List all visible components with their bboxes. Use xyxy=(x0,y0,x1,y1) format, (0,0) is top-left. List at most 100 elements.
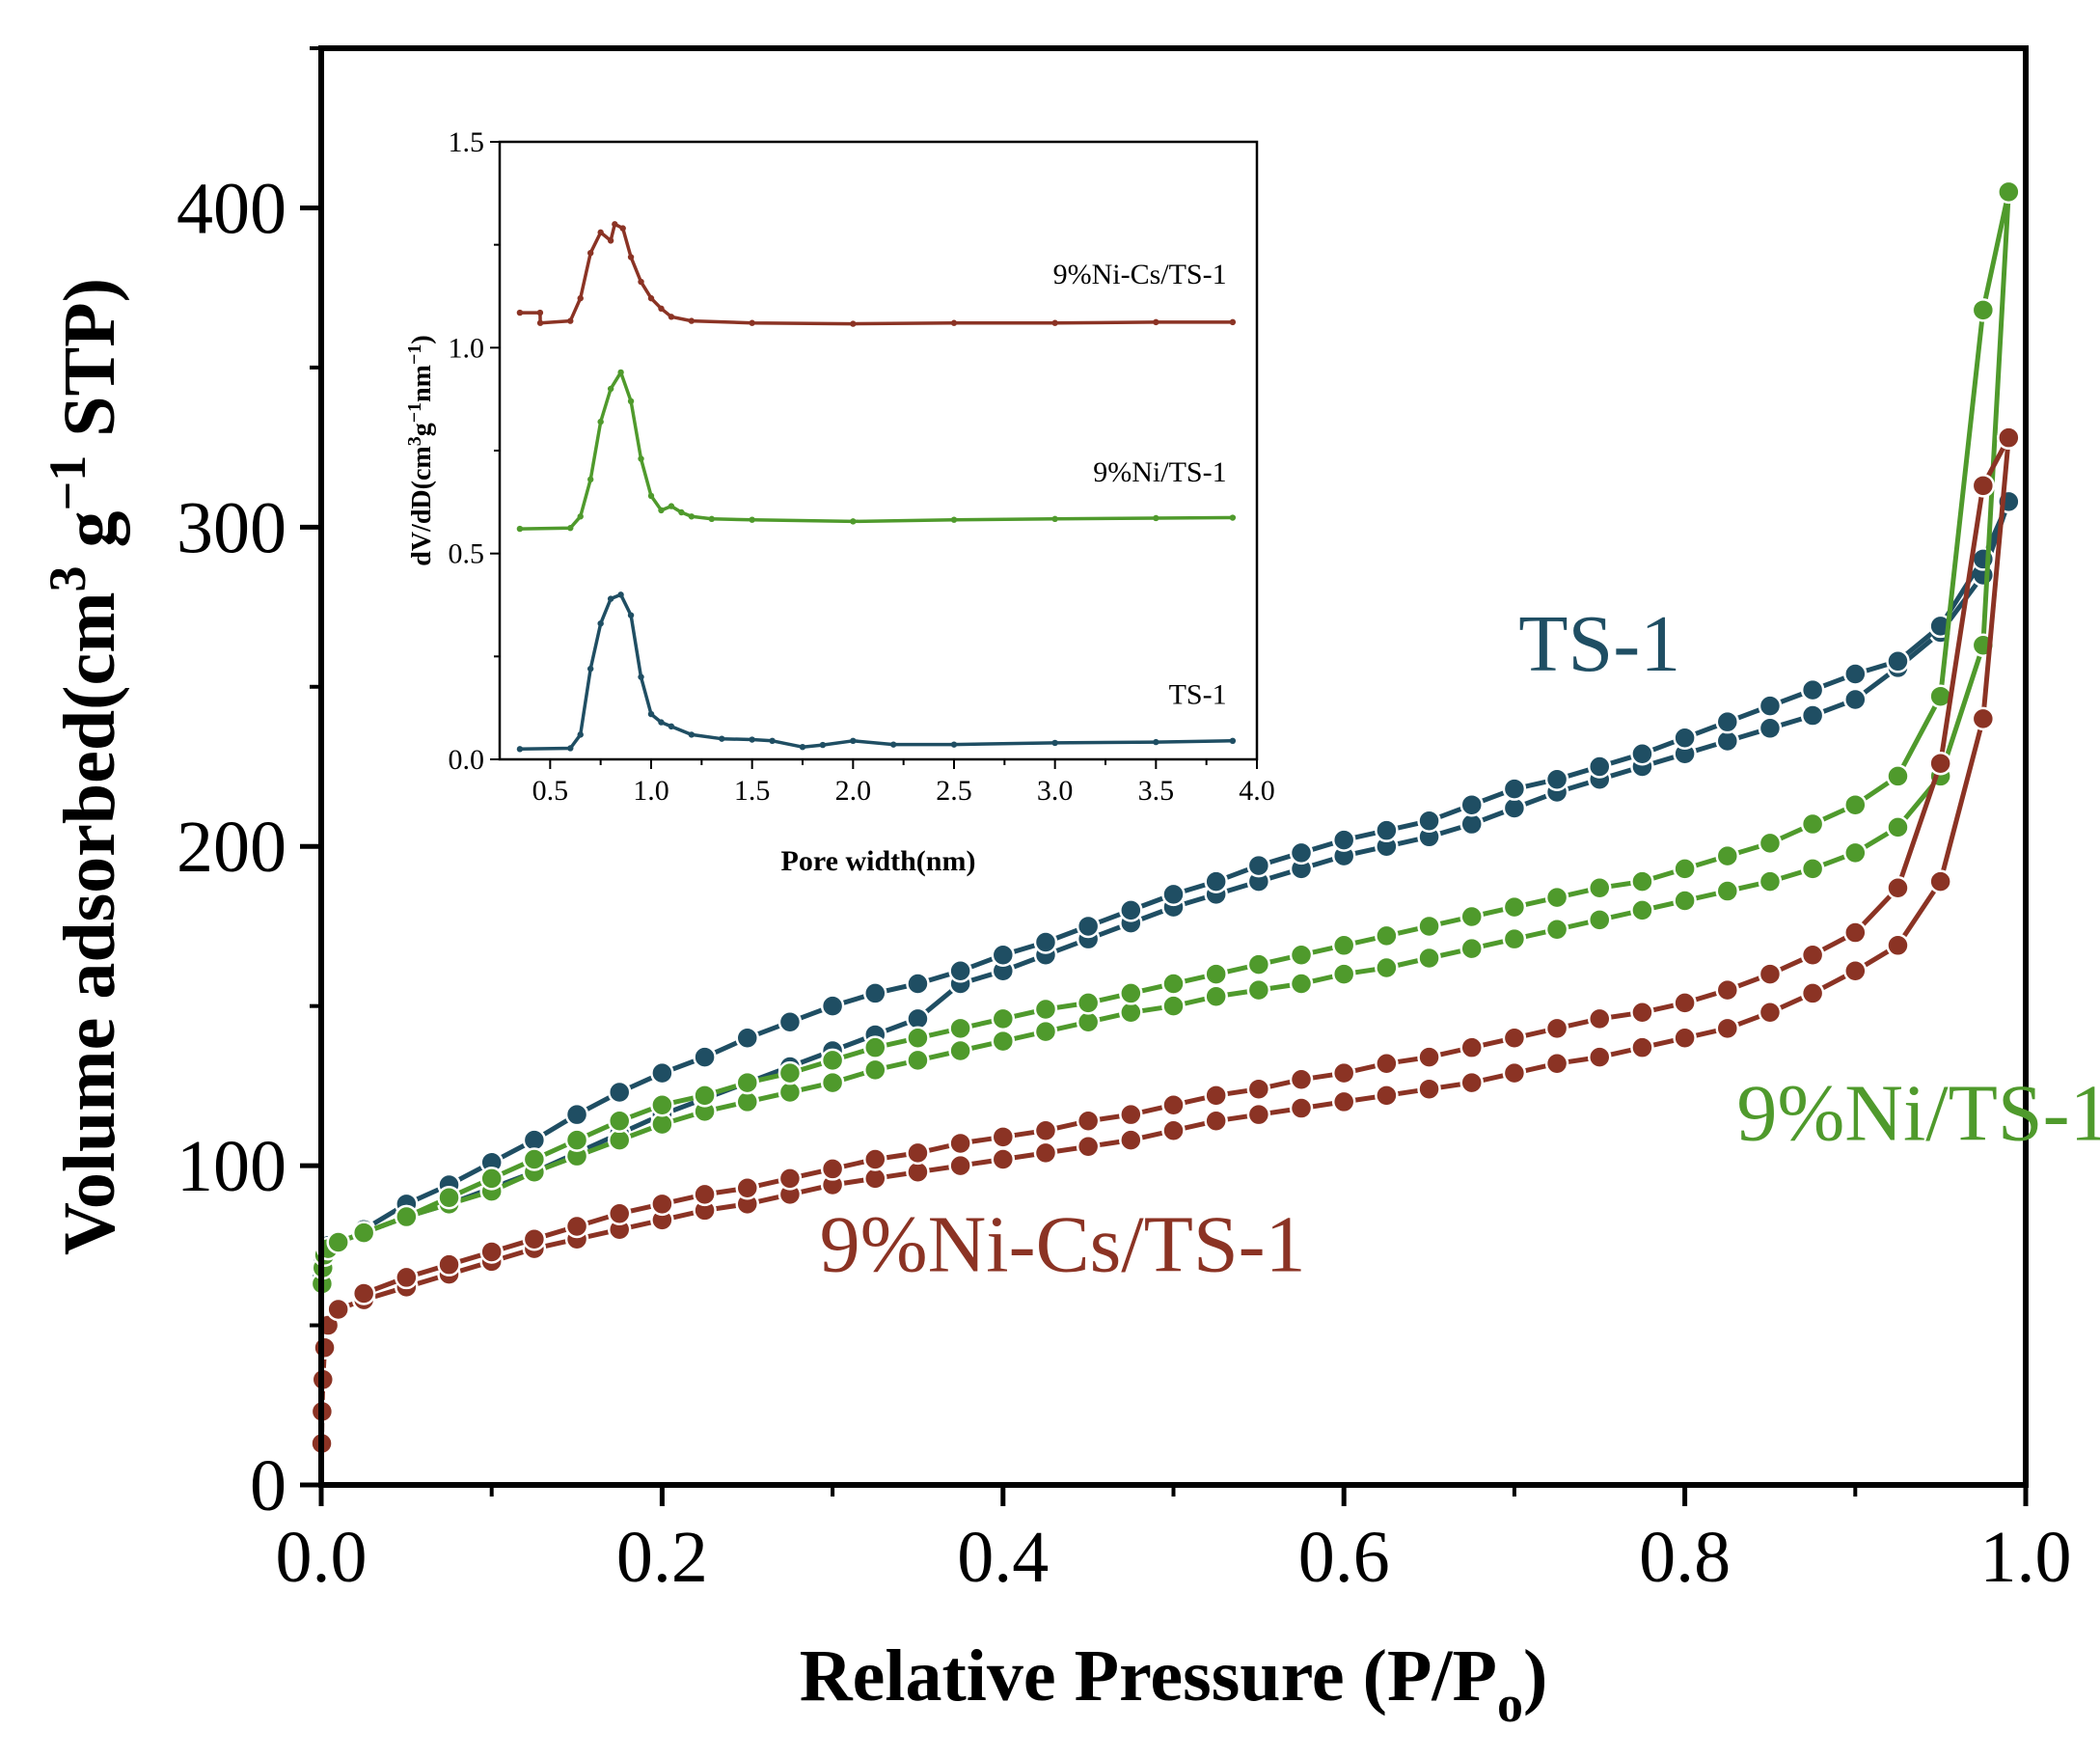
inset-point xyxy=(708,515,715,523)
inset-series-9-ni-ts-1 xyxy=(516,369,1237,533)
desorption-point xyxy=(1204,962,1228,986)
desorption-point xyxy=(1246,853,1271,878)
inset-point xyxy=(1051,319,1058,326)
main-x-tick-label: 0.6 xyxy=(1298,1517,1390,1598)
inset-point xyxy=(607,385,614,393)
main-axis-ticks: 0.0 0.2 0.4 0.6 0.8 1.0 0 100 200 300 400 xyxy=(177,46,2072,1598)
adsorption-point xyxy=(1886,933,1910,958)
desorption-point xyxy=(1715,977,1740,1003)
adsorption-point xyxy=(1289,1096,1314,1120)
desorption-point xyxy=(777,1060,803,1085)
main-series-label-9-ni-cs-ts-1: 9%Ni-Cs/TS-1 xyxy=(820,1199,1306,1289)
inset-line xyxy=(519,222,1233,326)
adsorption-point xyxy=(1289,972,1314,996)
desorption-point xyxy=(1417,1045,1441,1069)
desorption-point xyxy=(1289,840,1314,865)
desorption-point xyxy=(1417,809,1441,834)
desorption-point xyxy=(906,972,930,996)
desorption-point xyxy=(948,1131,972,1156)
inset-point xyxy=(587,250,594,257)
adsorption-point xyxy=(1246,1102,1271,1127)
desorption-point xyxy=(1997,426,2021,450)
adsorption-point xyxy=(1417,1077,1441,1101)
desorption-point xyxy=(650,1192,674,1217)
desorption-point xyxy=(1673,991,1697,1015)
desorption-point xyxy=(1161,1092,1186,1117)
desorption-point xyxy=(1459,792,1484,817)
desorption-point xyxy=(1758,694,1783,718)
desorption-point xyxy=(607,1080,632,1105)
inset-point xyxy=(516,746,524,753)
desorption-point xyxy=(1588,755,1612,779)
desorption-point xyxy=(1588,1006,1612,1031)
desorption-point xyxy=(1502,1026,1527,1051)
desorption-line xyxy=(362,500,2011,1232)
desorption-point xyxy=(351,1221,376,1245)
adsorption-point xyxy=(1843,687,1868,712)
inset-series-9-ni-cs-ts-1 xyxy=(516,221,1237,327)
inset-y-tick-label: 0.5 xyxy=(449,538,485,570)
adsorption-point xyxy=(1886,815,1910,839)
desorption-point xyxy=(1715,709,1740,734)
desorption-point xyxy=(820,994,845,1018)
inset-point xyxy=(567,745,574,752)
inset-point xyxy=(597,229,604,236)
adsorption-point xyxy=(1715,879,1740,903)
adsorption-point xyxy=(1375,955,1399,980)
adsorption-point xyxy=(313,1335,337,1360)
adsorption-point xyxy=(1033,1019,1058,1044)
inset-point xyxy=(1153,738,1159,746)
desorption-point xyxy=(1544,1016,1569,1041)
desorption-point xyxy=(1630,869,1654,893)
adsorption-point xyxy=(1331,962,1356,986)
adsorption-point xyxy=(1758,716,1783,741)
desorption-point xyxy=(1630,742,1654,766)
desorption-point xyxy=(1076,914,1101,939)
main-series-label-9-ni-ts-1: 9%Ni/TS-1 xyxy=(1736,1069,2100,1159)
main-y-tick-label: 200 xyxy=(177,807,286,888)
inset-point xyxy=(668,503,675,509)
adsorption-point xyxy=(1119,1128,1143,1152)
adsorption-point xyxy=(1715,1016,1740,1041)
inset-point xyxy=(749,319,755,326)
desorption-point xyxy=(650,1092,674,1117)
desorption-point xyxy=(820,1048,845,1073)
desorption-point xyxy=(1204,1084,1228,1108)
inset-point xyxy=(627,398,635,404)
main-series-group xyxy=(310,179,2021,1456)
adsorption-point xyxy=(1204,984,1228,1008)
desorption-point xyxy=(1544,767,1569,791)
adsorption-point xyxy=(1544,918,1569,942)
inset-point xyxy=(1153,318,1159,326)
inset-point xyxy=(850,518,857,525)
inset-point xyxy=(1229,514,1237,521)
inset-point xyxy=(668,314,675,320)
inset-point xyxy=(627,612,635,618)
adsorption-point xyxy=(1417,946,1441,971)
desorption-point xyxy=(522,1147,547,1171)
desorption-point xyxy=(735,1176,759,1200)
inset-x-tick-label: 0.5 xyxy=(532,775,569,807)
desorption-point xyxy=(1459,904,1484,929)
desorption-point xyxy=(948,1016,972,1041)
inset-point xyxy=(597,620,604,627)
inset-point xyxy=(536,319,544,326)
adsorption-point xyxy=(1758,1001,1783,1025)
adsorption-point xyxy=(326,1297,350,1322)
inset-axis-ticks: 0.5 1.0 1.5 2.0 2.5 3.0 3.5 4.0 0.0 0.5 1.0 1.5 xyxy=(449,126,1275,807)
desorption-point xyxy=(437,1185,461,1210)
adsorption-point xyxy=(1971,706,1996,731)
inset-point xyxy=(638,455,644,462)
desorption-point xyxy=(1417,914,1441,939)
main-series-9-ni-ts-1 xyxy=(310,179,2021,1296)
inset-y-tick-label: 1.0 xyxy=(449,332,485,364)
main-x-axis-title: Relative Pressure (P/Po) xyxy=(800,1635,1548,1733)
inset-point xyxy=(612,221,618,228)
inset-point xyxy=(577,294,584,302)
inset-point xyxy=(536,309,544,316)
desorption-point xyxy=(351,1281,376,1305)
adsorption-point xyxy=(820,1070,845,1095)
desorption-point xyxy=(607,1201,632,1225)
inset-series-label-ts-1: TS-1 xyxy=(1169,678,1227,710)
desorption-point xyxy=(1758,962,1783,986)
